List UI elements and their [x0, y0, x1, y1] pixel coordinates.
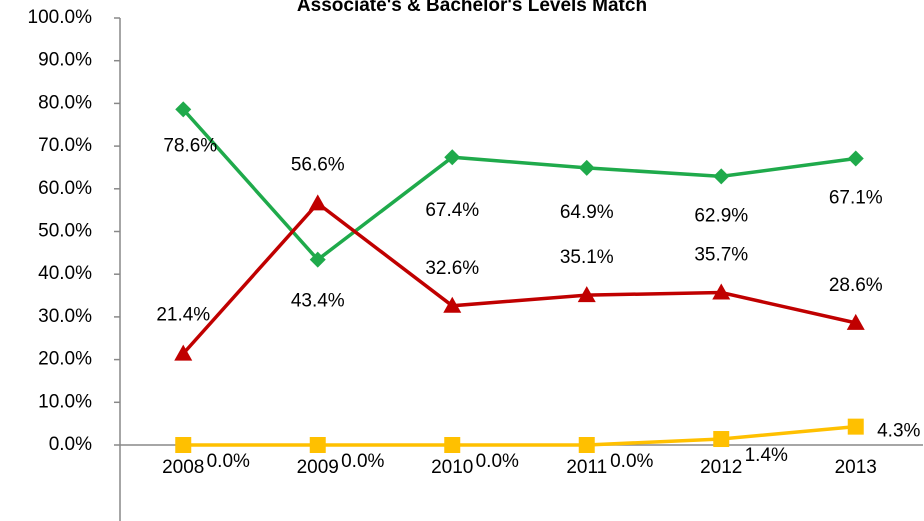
y-tick-label: 30.0% — [38, 306, 92, 327]
series-line — [183, 424, 856, 447]
data-label: 35.1% — [560, 247, 614, 268]
line-marker — [713, 168, 730, 185]
data-label: 43.4% — [291, 291, 345, 312]
data-label: 0.0% — [341, 451, 384, 472]
line-marker — [847, 418, 864, 435]
line-marker — [175, 437, 192, 453]
data-label: 67.1% — [829, 187, 883, 208]
line-marker — [578, 159, 595, 176]
y-tick-label: 70.0% — [38, 135, 92, 156]
data-label: 56.6% — [291, 154, 345, 175]
line-marker — [847, 150, 864, 167]
line-marker — [713, 431, 730, 448]
data-label: 35.7% — [694, 245, 748, 266]
series-line — [181, 200, 857, 355]
line-marker — [578, 437, 595, 453]
data-label: 0.0% — [476, 451, 519, 472]
line-marker — [846, 313, 865, 330]
y-tick-label: 10.0% — [38, 391, 92, 412]
line-marker — [309, 437, 326, 453]
y-tick-label: 80.0% — [38, 92, 92, 113]
x-tick-label: 2008 — [162, 457, 204, 478]
y-tick-label: 20.0% — [38, 349, 92, 370]
line-marker — [309, 251, 326, 268]
line-marker — [444, 437, 461, 453]
y-tick-label: 100.0% — [28, 7, 93, 28]
data-label: 64.9% — [560, 202, 614, 223]
data-label: 78.6% — [163, 135, 217, 156]
chart-title: Associate's & Bachelor's Levels Match — [297, 0, 647, 16]
line-marker — [175, 101, 192, 118]
data-label: 21.4% — [156, 305, 210, 326]
y-tick-label: 40.0% — [38, 263, 92, 284]
x-tick-label: 2012 — [700, 457, 742, 478]
x-tick-label: 2011 — [566, 457, 607, 478]
data-label: 62.9% — [694, 205, 748, 226]
data-label: 0.0% — [610, 451, 653, 472]
data-label: 28.6% — [829, 275, 883, 296]
data-label: 1.4% — [745, 445, 788, 466]
line-marker — [444, 149, 461, 166]
x-tick-label: 2013 — [835, 457, 877, 478]
data-label: 4.3% — [877, 421, 920, 442]
line-marker — [443, 296, 462, 313]
x-tick-label: 2010 — [431, 457, 473, 478]
y-tick-label: 0.0% — [49, 434, 92, 455]
data-label: 67.4% — [425, 200, 479, 221]
line-marker — [308, 194, 327, 211]
line-marker — [712, 283, 731, 300]
line-marker — [174, 344, 193, 361]
line-marker — [577, 286, 596, 303]
y-tick-label: 90.0% — [38, 50, 92, 71]
y-tick-label: 60.0% — [38, 178, 92, 199]
x-tick-label: 2009 — [297, 457, 339, 478]
data-label: 32.6% — [425, 258, 479, 279]
series-line — [181, 108, 856, 263]
y-tick-label: 50.0% — [38, 221, 92, 242]
data-label: 0.0% — [207, 451, 250, 472]
